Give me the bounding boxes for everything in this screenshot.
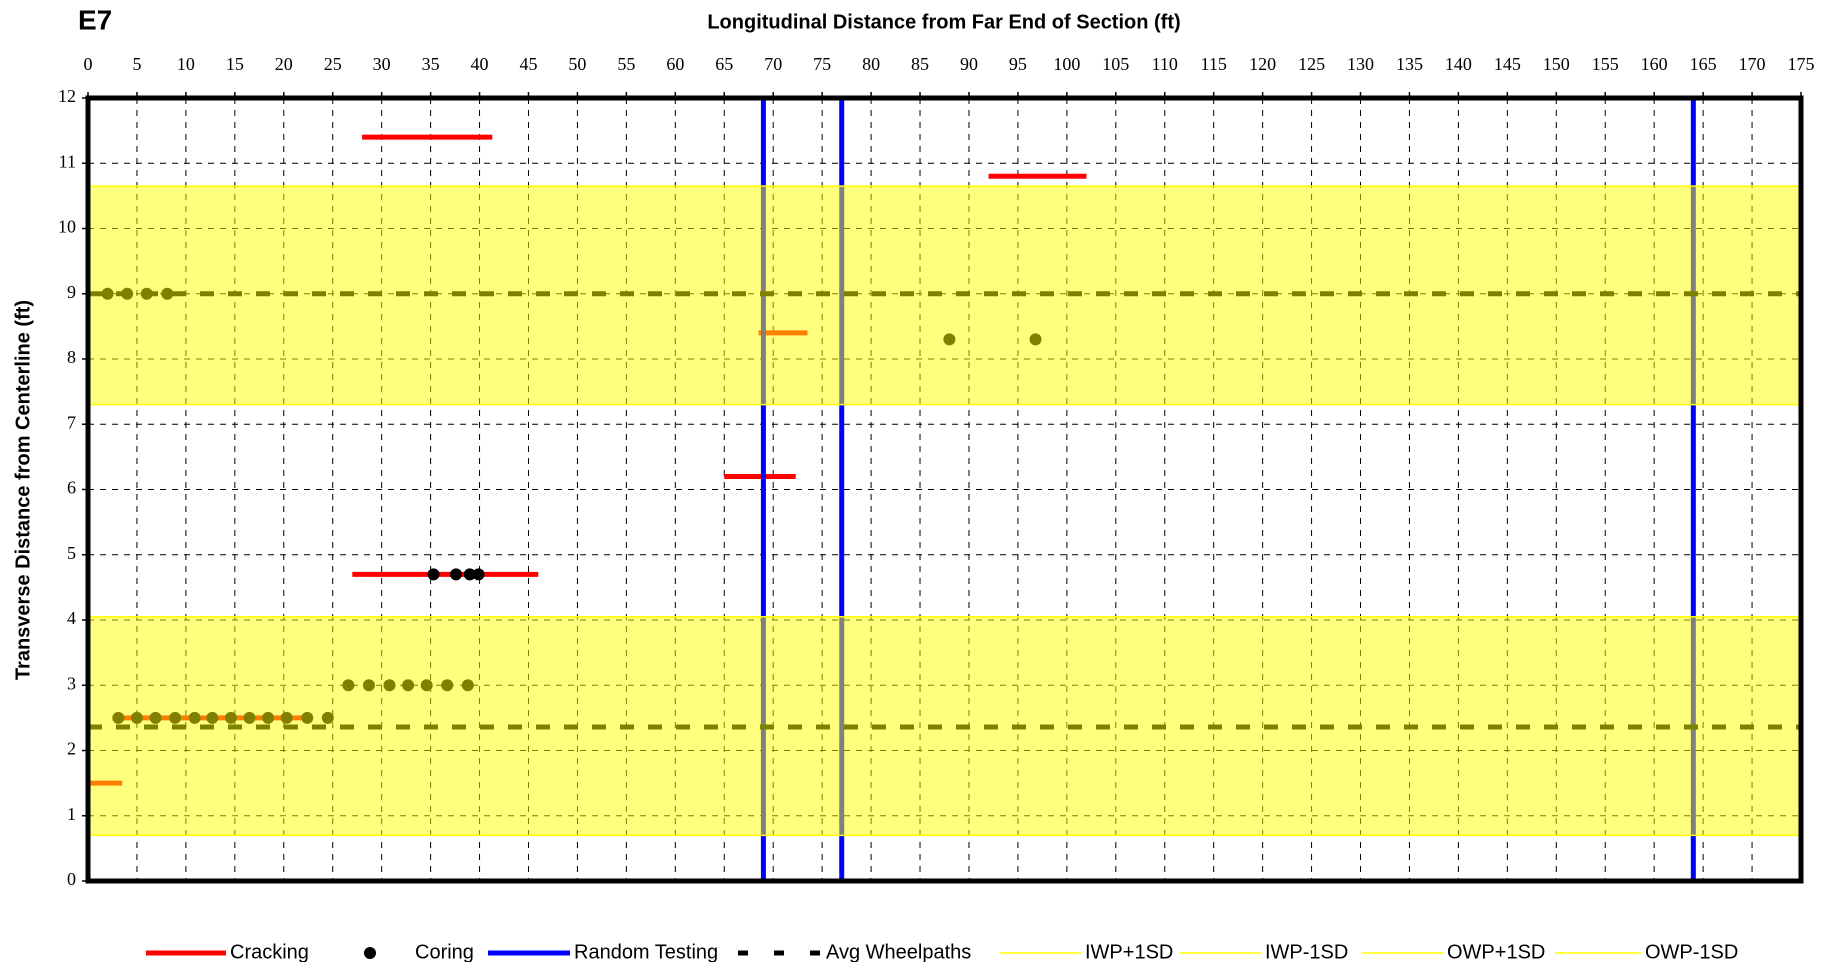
legend-label: IWP-1SD <box>1265 941 1348 962</box>
y-tick-label: 12 <box>58 86 76 106</box>
y-tick-label: 8 <box>67 347 76 367</box>
coring-point <box>472 568 485 581</box>
y-axis-title: Transverse Distance from Centerline (ft) <box>12 300 34 680</box>
x-tick-label: 150 <box>1543 54 1570 74</box>
x-tick-label: 140 <box>1445 54 1472 74</box>
coring-point <box>427 568 440 581</box>
x-tick-label: 70 <box>764 54 782 74</box>
x-tick-label: 170 <box>1739 54 1766 74</box>
y-tick-label: 6 <box>67 478 76 498</box>
x-tick-label: 105 <box>1102 54 1129 74</box>
y-tick-label: 10 <box>58 217 76 237</box>
y-tick-label: 5 <box>67 543 76 563</box>
legend-label: Avg Wheelpaths <box>826 941 971 962</box>
y-tick-label: 4 <box>67 608 76 628</box>
x-tick-label: 30 <box>373 54 391 74</box>
legend-label: OWP+1SD <box>1447 941 1545 962</box>
x-tick-label: 135 <box>1396 54 1423 74</box>
x-tick-label: 95 <box>1009 54 1027 74</box>
x-tick-label: 10 <box>177 54 195 74</box>
x-tick-label: 35 <box>422 54 440 74</box>
coring-point <box>450 568 463 581</box>
x-tick-label: 80 <box>862 54 880 74</box>
x-tick-label: 110 <box>1152 54 1178 74</box>
x-tick-label: 50 <box>568 54 586 74</box>
x-tick-label: 145 <box>1494 54 1521 74</box>
x-tick-label: 60 <box>666 54 684 74</box>
y-tick-label: 11 <box>59 151 76 171</box>
legend-label: Random Testing <box>574 941 718 962</box>
x-tick-label: 20 <box>275 54 293 74</box>
legend-label: Cracking <box>230 941 309 962</box>
plot-frame <box>85 95 1804 884</box>
x-tick-label: 0 <box>84 54 93 74</box>
coring-point <box>463 568 476 581</box>
x-tick-label: 125 <box>1298 54 1325 74</box>
x-tick-label: 160 <box>1641 54 1668 74</box>
x-tick-label: 45 <box>519 54 537 74</box>
x-tick-label: 40 <box>471 54 489 74</box>
x-tick-label: 115 <box>1201 54 1227 74</box>
x-tick-label: 90 <box>960 54 978 74</box>
y-tick-label: 2 <box>67 739 76 759</box>
y-tick-label: 3 <box>67 673 76 693</box>
x-tick-label: 65 <box>715 54 733 74</box>
y-tick-label: 9 <box>67 282 76 302</box>
x-tick-label: 75 <box>813 54 831 74</box>
x-tick-label: 175 <box>1788 54 1815 74</box>
legend-label: IWP+1SD <box>1085 941 1173 962</box>
y-tick-label: 7 <box>67 412 76 432</box>
y-tick-label: 0 <box>67 869 76 889</box>
x-tick-label: 100 <box>1053 54 1080 74</box>
x-tick-label: 130 <box>1347 54 1374 74</box>
legend-marker <box>364 947 376 959</box>
x-tick-label: 120 <box>1249 54 1276 74</box>
legend-label: Coring <box>415 941 474 962</box>
x-tick-label: 5 <box>132 54 141 74</box>
chart-title: E7 <box>78 4 112 35</box>
x-tick-label: 15 <box>226 54 244 74</box>
wheelpath-band <box>88 186 1801 405</box>
y-tick-label: 1 <box>67 804 76 824</box>
x-tick-label: 155 <box>1592 54 1619 74</box>
x-tick-label: 25 <box>324 54 342 74</box>
x-tick-label: 55 <box>617 54 635 74</box>
x-tick-label: 165 <box>1690 54 1717 74</box>
x-axis-title: Longitudinal Distance from Far End of Se… <box>707 11 1180 33</box>
legend-label: OWP-1SD <box>1645 941 1738 962</box>
x-tick-label: 85 <box>911 54 929 74</box>
wheelpath-band <box>88 616 1801 836</box>
